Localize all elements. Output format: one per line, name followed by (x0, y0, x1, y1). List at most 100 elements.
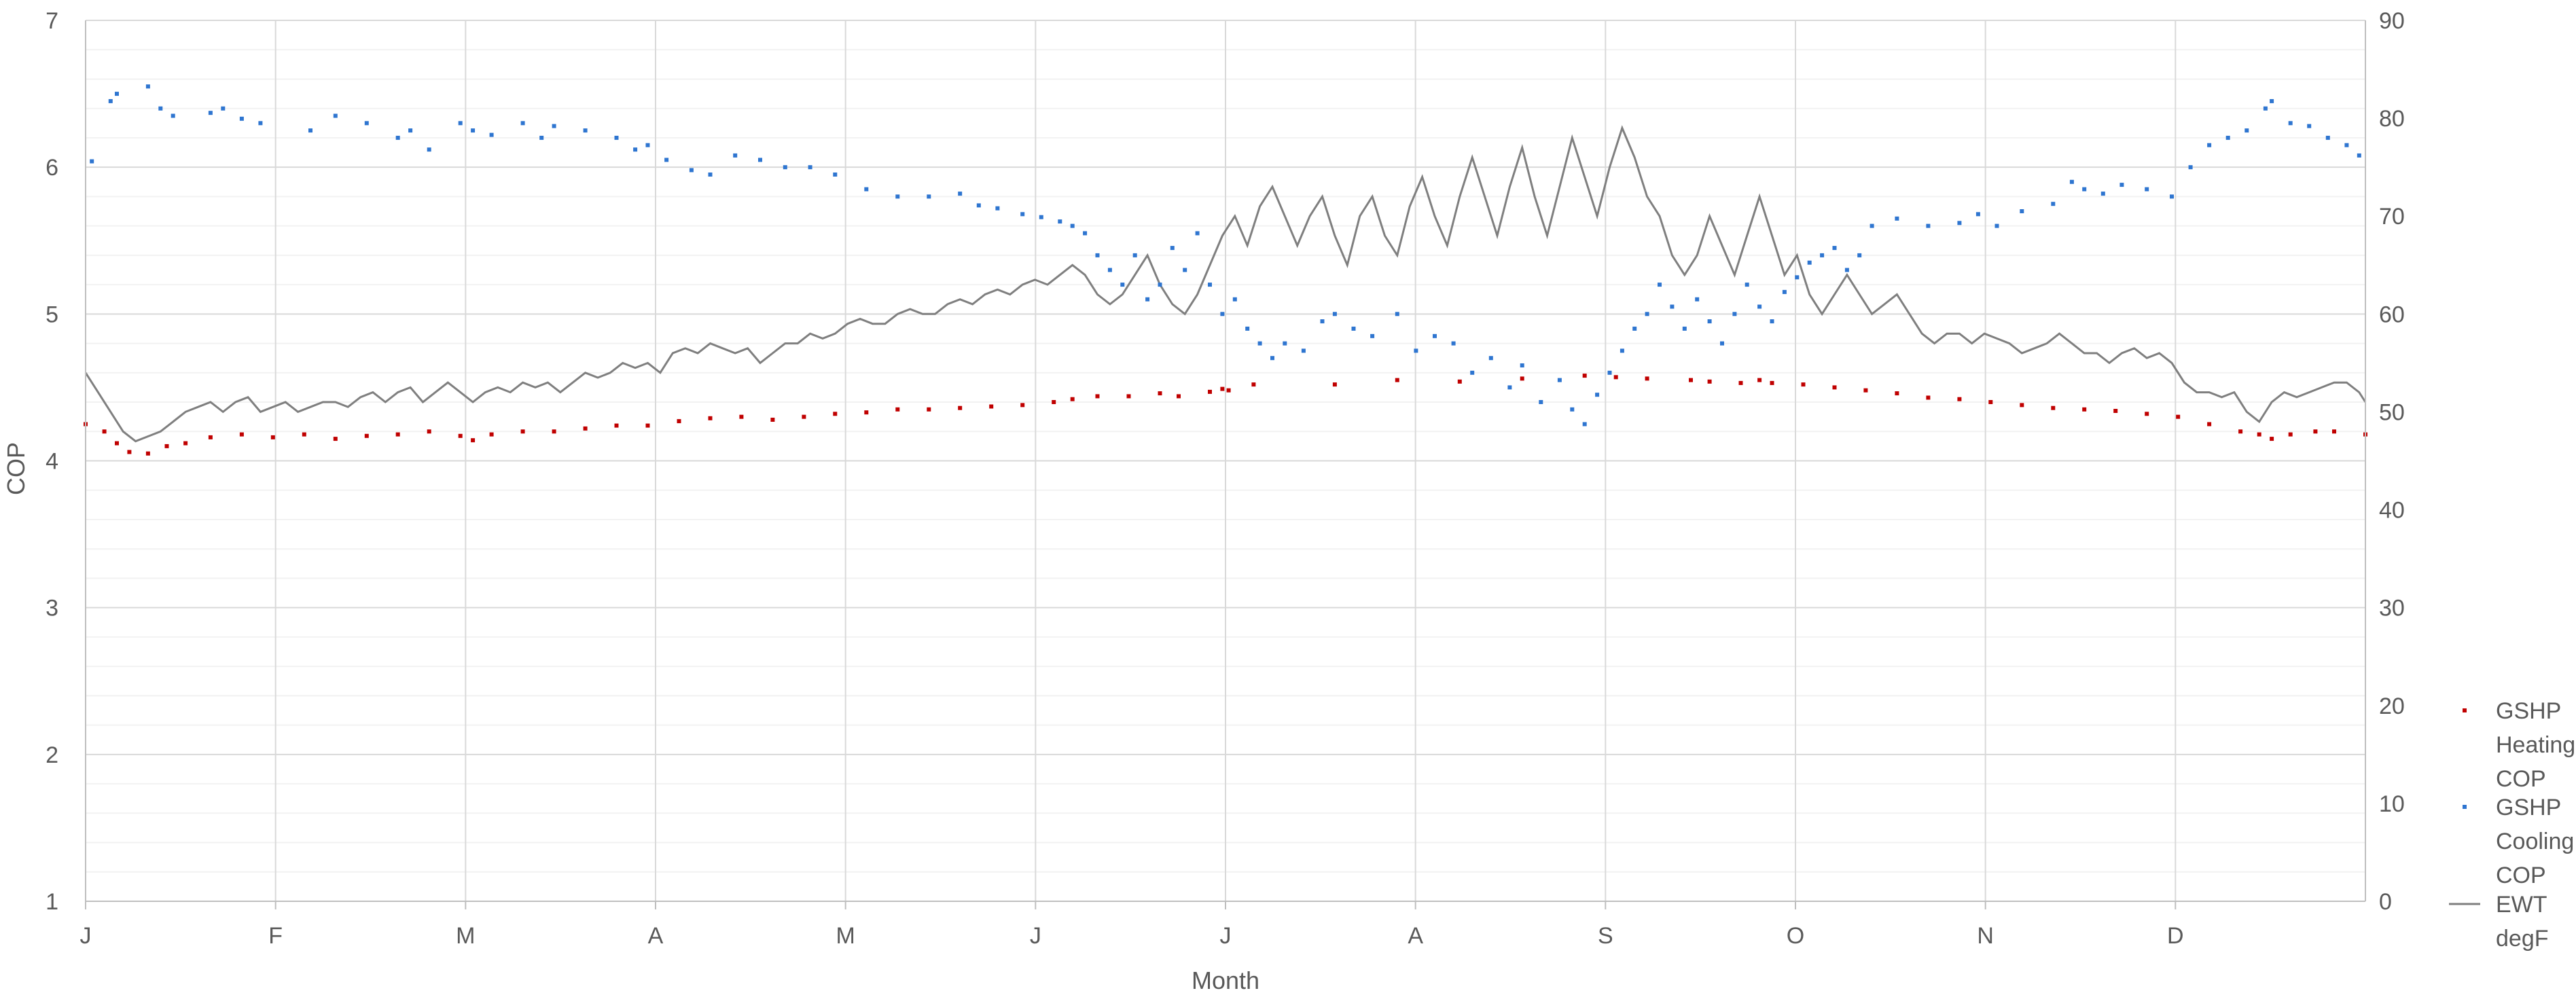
data-point (171, 113, 175, 118)
data-point (1670, 304, 1675, 309)
data-point (2145, 412, 2149, 416)
data-point (927, 194, 931, 199)
data-point (1083, 231, 1088, 236)
data-point (1738, 380, 1743, 385)
data-point (1582, 422, 1587, 427)
x-tick-label: J (80, 923, 92, 949)
data-point (1613, 375, 1618, 380)
data-point (770, 418, 775, 422)
data-point (1926, 223, 1931, 228)
data-point (645, 423, 650, 428)
data-point (645, 143, 650, 147)
y2-tick-label: 90 (2379, 8, 2405, 34)
y2-tick-label: 0 (2379, 889, 2392, 915)
data-point (2313, 429, 2318, 434)
data-point (1220, 312, 1225, 316)
data-point (1395, 312, 1399, 316)
data-point (1120, 283, 1125, 287)
data-point (145, 451, 150, 456)
data-point (677, 419, 681, 424)
data-point (833, 412, 838, 416)
data-point (864, 187, 869, 192)
data-point (395, 432, 400, 437)
data-point (614, 135, 619, 140)
data-point (1301, 348, 1306, 353)
data-point (1107, 268, 1112, 272)
y2-tick-label: 60 (2379, 302, 2405, 327)
data-point (1539, 400, 1543, 404)
data-point (895, 194, 900, 199)
data-point (1620, 348, 1624, 353)
data-point (1226, 388, 1231, 393)
data-point (1070, 397, 1075, 401)
data-point (1645, 312, 1649, 316)
data-point (1220, 386, 1225, 391)
data-point (1863, 388, 1868, 393)
x-tick-label: N (1977, 923, 1994, 949)
x-tick-label: O (1787, 923, 1804, 949)
data-point (1689, 378, 1693, 382)
data-point (1832, 385, 1837, 390)
data-point (1707, 319, 1712, 324)
legend-entry-label: Cooling (2496, 829, 2574, 854)
y2-tick-label: 80 (2379, 106, 2405, 132)
data-point (239, 116, 244, 121)
data-point (1414, 348, 1418, 353)
data-point (90, 159, 94, 164)
data-point (270, 435, 275, 439)
x-tick-label: M (456, 923, 475, 949)
series-line-ewt (84, 125, 2367, 443)
data-point (308, 128, 312, 133)
data-point (427, 147, 431, 152)
data-point (208, 435, 213, 439)
data-point (427, 429, 431, 434)
x-tick-label: F (268, 923, 283, 949)
data-point (1682, 326, 1687, 331)
data-point (364, 433, 369, 438)
data-point (1707, 379, 1712, 384)
data-point (1320, 319, 1325, 324)
data-point (1451, 341, 1456, 346)
data-point (333, 113, 338, 118)
data-point (1039, 215, 1043, 219)
data-point (1208, 283, 1212, 287)
x-axis-title: Month (1192, 966, 1259, 994)
data-point (808, 165, 812, 170)
data-point (2207, 143, 2212, 147)
data-point (2257, 432, 2261, 437)
data-point (115, 92, 119, 96)
y2-tick-label: 70 (2379, 204, 2405, 230)
data-point (1520, 376, 1524, 381)
data-point (1257, 341, 1262, 346)
data-point (2344, 143, 2349, 147)
data-point (1283, 341, 1287, 346)
legend-entry-label: Heating (2496, 732, 2575, 758)
x-tick-label: D (2167, 923, 2184, 949)
legend-entry-label: COP (2496, 766, 2546, 792)
data-point (408, 128, 413, 133)
data-point (1645, 376, 1649, 381)
data-point (239, 432, 244, 437)
data-point (739, 414, 744, 419)
data-point (614, 423, 619, 428)
data-point (1801, 382, 1806, 387)
data-point (1158, 391, 1162, 396)
data-point (364, 121, 369, 126)
data-point (995, 206, 1000, 211)
data-point (333, 437, 338, 441)
data-point (1183, 268, 1187, 272)
x-tick-label: J (1030, 923, 1041, 949)
data-point (221, 106, 226, 111)
data-point (1895, 216, 1899, 221)
y2-tick-label: 30 (2379, 596, 2405, 621)
data-point (2145, 187, 2149, 192)
data-point (1095, 253, 1100, 257)
data-point (1975, 212, 1980, 217)
y-tick-label: 4 (46, 449, 58, 475)
data-point (552, 429, 556, 434)
data-point (1994, 223, 1999, 228)
data-point (1245, 326, 1250, 331)
data-point (1557, 378, 1562, 382)
